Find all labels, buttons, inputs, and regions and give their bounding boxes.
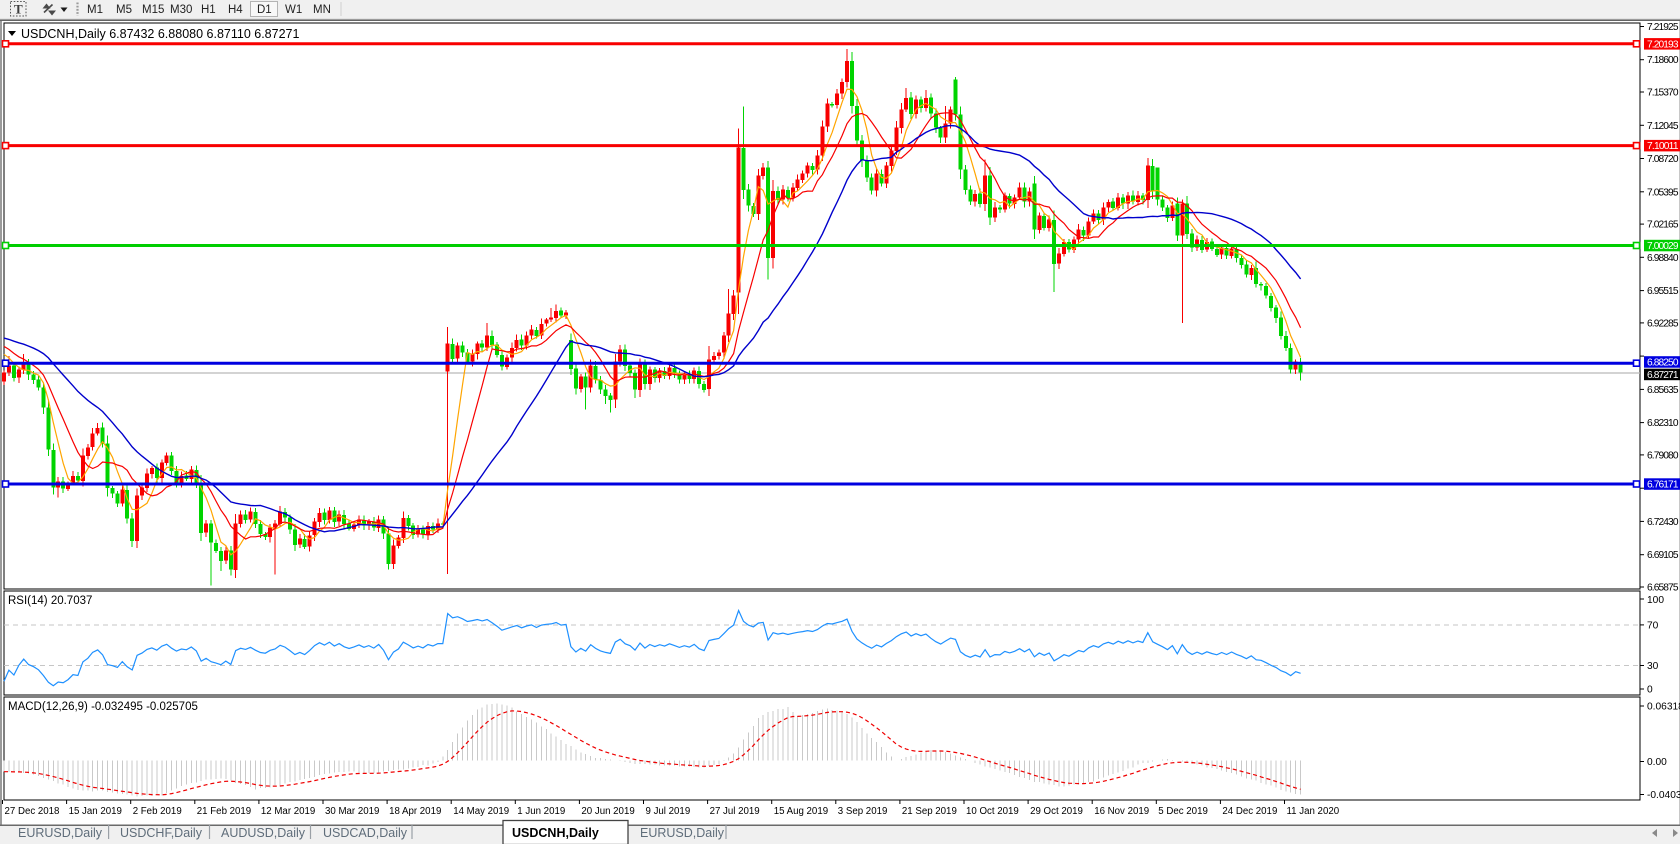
svg-text:15 Jan 2019: 15 Jan 2019 [69,806,122,817]
svg-text:30 Mar 2019: 30 Mar 2019 [325,806,379,817]
svg-text:7.12045: 7.12045 [1647,121,1679,132]
svg-text:1 Jun 2019: 1 Jun 2019 [517,806,565,817]
svg-text:T: T [14,2,23,17]
svg-text:USDCNH,Daily 6.87432 6.88080: USDCNH,Daily 6.87432 6.88080 6.87110 6.8… [21,27,299,41]
svg-text:6.87271: 6.87271 [1647,370,1679,381]
svg-text:RSI(14) 20.7037: RSI(14) 20.7037 [8,595,92,607]
svg-text:27 Jul 2019: 27 Jul 2019 [710,806,760,817]
svg-text:6.72430: 6.72430 [1647,517,1679,528]
svg-text:USDCHF,Daily: USDCHF,Daily [120,826,203,840]
svg-text:EURUSD,Daily: EURUSD,Daily [18,826,103,840]
svg-text:6.85635: 6.85635 [1647,385,1679,396]
svg-text:12 Mar 2019: 12 Mar 2019 [261,806,315,817]
svg-text:20 Jun 2019: 20 Jun 2019 [581,806,634,817]
svg-text:MACD(12,26,9) -0.032495 -0.025: MACD(12,26,9) -0.032495 -0.025705 [8,701,198,713]
svg-text:6.88250: 6.88250 [1647,358,1679,369]
svg-text:M30: M30 [170,4,192,16]
svg-text:7.15370: 7.15370 [1647,88,1679,99]
svg-text:21 Feb 2019: 21 Feb 2019 [197,806,251,817]
svg-text:2 Feb 2019: 2 Feb 2019 [133,806,182,817]
svg-text:6.65875: 6.65875 [1647,583,1679,594]
svg-text:M15: M15 [142,4,164,16]
svg-text:100: 100 [1647,595,1664,606]
svg-text:14 May 2019: 14 May 2019 [453,806,509,817]
svg-text:16 Nov 2019: 16 Nov 2019 [1094,806,1149,817]
svg-text:11 Jan 2020: 11 Jan 2020 [1287,806,1340,817]
svg-text:USDCAD,Daily: USDCAD,Daily [323,826,408,840]
svg-text:24 Dec 2019: 24 Dec 2019 [1222,806,1277,817]
svg-text:6.95515: 6.95515 [1647,286,1679,297]
svg-text:21 Sep 2019: 21 Sep 2019 [902,806,957,817]
svg-text:29 Oct 2019: 29 Oct 2019 [1030,806,1083,817]
svg-text:3 Sep 2019: 3 Sep 2019 [838,806,888,817]
svg-text:6.76171: 6.76171 [1647,480,1679,491]
svg-text:0: 0 [1647,685,1653,696]
svg-text:6.98840: 6.98840 [1647,253,1679,264]
svg-text:10 Oct 2019: 10 Oct 2019 [966,806,1019,817]
svg-text:5 Dec 2019: 5 Dec 2019 [1158,806,1208,817]
svg-text:7.20193: 7.20193 [1647,39,1679,50]
svg-text:6.79080: 6.79080 [1647,450,1679,461]
svg-text:MN: MN [313,4,331,16]
svg-text:7.21925: 7.21925 [1647,22,1679,33]
svg-text:-0.04035: -0.04035 [1647,790,1680,801]
svg-text:7.10011: 7.10011 [1647,141,1679,152]
svg-text:27 Dec 2018: 27 Dec 2018 [5,806,60,817]
svg-text:M1: M1 [87,4,103,16]
svg-text:7.02165: 7.02165 [1647,220,1679,231]
svg-text:18 Apr 2019: 18 Apr 2019 [389,806,441,817]
svg-text:6.82310: 6.82310 [1647,418,1679,429]
svg-text:H4: H4 [228,4,243,16]
svg-text:6.69105: 6.69105 [1647,550,1679,561]
svg-text:7.05395: 7.05395 [1647,187,1679,198]
svg-text:AUDUSD,Daily: AUDUSD,Daily [221,826,306,840]
svg-text:H1: H1 [201,4,216,16]
svg-text:30: 30 [1647,661,1659,672]
svg-text:USDCNH,Daily: USDCNH,Daily [512,826,599,840]
svg-text:0.00: 0.00 [1647,757,1667,768]
svg-text:7.18600: 7.18600 [1647,55,1679,66]
svg-text:EURUSD,Daily: EURUSD,Daily [640,826,725,840]
svg-text:9 Jul 2019: 9 Jul 2019 [646,806,691,817]
svg-text:7.00029: 7.00029 [1647,241,1679,252]
svg-text:W1: W1 [285,4,302,16]
svg-text:D1: D1 [257,4,272,16]
svg-text:6.92285: 6.92285 [1647,318,1679,329]
svg-text:0.06318: 0.06318 [1647,702,1680,713]
svg-text:M5: M5 [116,4,132,16]
svg-text:70: 70 [1647,620,1659,631]
svg-text:7.08720: 7.08720 [1647,154,1679,165]
svg-text:15 Aug 2019: 15 Aug 2019 [774,806,828,817]
